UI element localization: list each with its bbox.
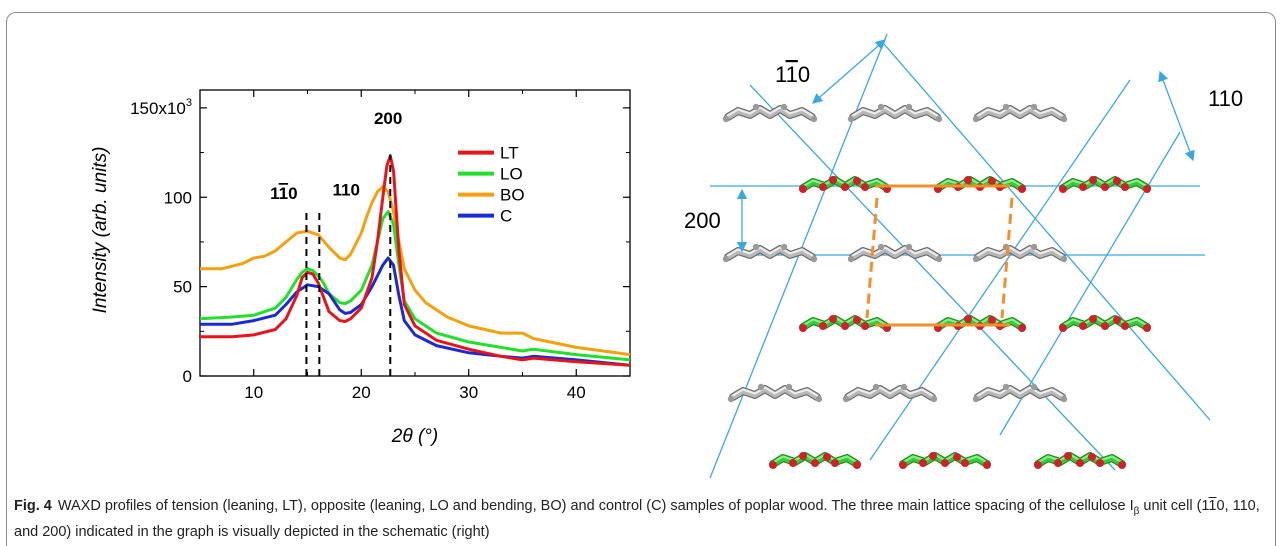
cellulose-chain	[727, 383, 823, 403]
caption-text-1: WAXD profiles of tension (leaning, LT), …	[57, 498, 1134, 514]
caption-bar-digit: 1	[1208, 498, 1217, 514]
peak-label-200: 200	[374, 109, 402, 128]
waxd-chart: 10 20 30 40 0 50 100 150x103 110 110 200 LT LO BO C In…	[90, 89, 631, 447]
series-line-bo	[200, 185, 631, 357]
unit-cell-dashed-edge	[1000, 197, 1014, 319]
x-axis-label: 2θ (°)	[391, 426, 438, 447]
lattice-line-diagonal	[869, 79, 1131, 461]
series-line-lt	[200, 154, 631, 367]
spacing-arrow-1-10	[812, 39, 886, 104]
unit-cell-dashed-edge	[865, 197, 879, 319]
lattice-line-diagonal	[749, 84, 1116, 471]
peak-label-1-10: 110	[270, 184, 297, 203]
figure-frame	[6, 12, 1276, 546]
x-tick-label: 40	[567, 383, 586, 402]
cellulose-chain	[972, 103, 1068, 123]
y-tick-label: 50	[173, 278, 192, 297]
y-tick-exponent: 3	[186, 97, 192, 109]
y-tick-label: 150x103	[130, 97, 192, 118]
legend-label-lo: LO	[500, 165, 523, 184]
cellulose-chain	[972, 383, 1068, 403]
y-axis-label: Intensity (arb. units)	[90, 147, 111, 314]
y-tick-label: 0	[183, 367, 192, 386]
caption-figure-label: Fig. 4	[14, 498, 52, 514]
cellulose-chain	[842, 383, 938, 403]
cellulose-chain	[1034, 452, 1126, 469]
caption-text-2: unit cell (1	[1139, 498, 1209, 514]
cellulose-chain	[1059, 315, 1151, 332]
legend-label-c: C	[500, 207, 512, 226]
x-tick-label: 10	[244, 383, 263, 402]
spacing-arrow-110	[1158, 70, 1195, 162]
schematic-label-1-10: 110	[775, 62, 810, 87]
legend-label-bo: BO	[500, 186, 525, 205]
cellulose-chain	[769, 452, 861, 469]
caption-text-3: 0, 110, and 200) indicated in the graph …	[14, 498, 1260, 540]
cellulose-chain	[799, 176, 891, 193]
lattice-schematic: 110 110 200	[684, 33, 1243, 479]
cellulose-chain	[972, 243, 1068, 263]
x-tick-label: 30	[459, 383, 478, 402]
cellulose-chain	[847, 243, 943, 263]
x-tick-label: 20	[352, 383, 371, 402]
schematic-label-200: 200	[684, 208, 721, 233]
cellulose-chain	[899, 452, 991, 469]
legend-label-lt: LT	[500, 144, 519, 163]
schematic-label-110: 110	[1208, 86, 1243, 111]
cellulose-chain	[847, 103, 943, 123]
lattice-line-diagonal	[999, 131, 1181, 436]
caption-subscript: β	[1133, 505, 1140, 517]
figure-caption: Fig. 4 WAXD profiles of tension (leaning,…	[14, 496, 1264, 542]
peak-label-110: 110	[332, 180, 359, 199]
series-line-lo	[199, 210, 631, 362]
cellulose-chain	[799, 315, 891, 332]
cellulose-chain	[1059, 176, 1151, 193]
cellulose-chain	[722, 243, 818, 263]
cellulose-chain	[722, 103, 818, 123]
lattice-line-diagonal	[883, 43, 1211, 421]
y-tick-label: 100	[164, 188, 192, 207]
